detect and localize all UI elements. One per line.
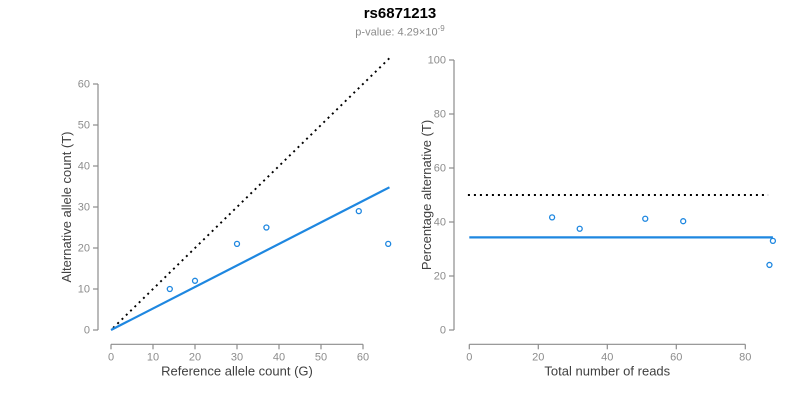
allele-count-scatter-identity-line (112, 55, 393, 329)
percentage-alternative-scatter-x-tick-label: 80 (739, 351, 751, 363)
allele-count-scatter-x-tick-label: 40 (273, 351, 285, 363)
percentage-alternative-scatter-y-tick-label: 40 (434, 217, 446, 229)
allele-count-scatter-y-tick-label: 0 (84, 325, 90, 337)
percentage-alternative-scatter-data-point (769, 237, 777, 245)
page-title: rs6871213 (363, 5, 437, 22)
percentage-alternative-scatter-y-tick-label: 20 (434, 271, 446, 283)
percentage-alternative-scatter-data-point (576, 225, 583, 232)
allele-count-scatter-y-tick-label: 40 (78, 161, 90, 173)
p-value-text: p-value: 4.29×10 (355, 26, 438, 39)
allele-count-scatter-x-axis-title: Reference allele count (G) (161, 363, 313, 378)
percentage-alternative-scatter-x-tick-label: 20 (532, 351, 544, 363)
percentage-alternative-scatter-data-point (548, 214, 556, 221)
chart-header: rs6871213 p-value: 4.29×10-9 (0, 5, 800, 40)
allele-count-scatter-x-tick-label: 20 (189, 351, 201, 363)
allele-count-scatter-data-point (166, 285, 173, 293)
allele-count-scatter-y-axis-title: Alternative allele count (T) (59, 131, 74, 282)
percentage-alternative-scatter-data-point (680, 218, 687, 225)
allele-count-scatter-data-point (263, 224, 270, 231)
allele-count-scatter-y-tick-label: 30 (78, 202, 90, 214)
allele-count-scatter-y-tick-label: 50 (78, 120, 90, 132)
allele-count-scatter-data-point (233, 240, 241, 248)
p-value-exponent: -9 (437, 23, 445, 33)
p-value-label: p-value: 4.29×10-9 (0, 24, 800, 40)
allele-count-scatter-data-point (191, 277, 199, 284)
allele-count-scatter-y-tick-label: 60 (78, 79, 90, 91)
allele-count-scatter-x-tick-label: 60 (357, 351, 369, 363)
allele-count-scatter-y-tick-label: 20 (78, 243, 90, 255)
percentage-alternative-scatter-y-tick-label: 100 (428, 55, 446, 67)
allele-count-scatter-x-tick-label: 30 (231, 351, 243, 363)
percentage-alternative-scatter-data-point (642, 215, 649, 222)
allele-count-scatter-data-point (385, 240, 392, 248)
percentage-alternative-scatter-x-tick-label: 40 (601, 351, 613, 363)
percentage-alternative-scatter-x-tick-label: 0 (466, 351, 472, 363)
allele-count-scatter-data-point (355, 207, 362, 215)
percentage-alternative-scatter-y-tick-label: 60 (434, 163, 446, 175)
percentage-alternative-scatter-x-tick-label: 60 (670, 351, 682, 363)
percentage-alternative-scatter-y-tick-label: 80 (434, 109, 446, 121)
allele-count-scatter-x-tick-label: 0 (108, 351, 114, 363)
percentage-alternative-scatter-y-tick-label: 0 (440, 325, 446, 337)
percentage-alternative-scatter-y-axis-title: Percentage alternative (T) (419, 120, 434, 270)
allele-count-scatter-y-tick-label: 10 (78, 284, 90, 296)
allele-count-scatter-x-tick-label: 10 (147, 351, 159, 363)
allele-count-scatter-fit-line (110, 186, 390, 331)
allele-count-scatter-x-tick-label: 50 (315, 351, 327, 363)
percentage-alternative-scatter-data-point (766, 261, 773, 269)
percentage-alternative-scatter-x-axis-title: Total number of reads (544, 363, 670, 378)
